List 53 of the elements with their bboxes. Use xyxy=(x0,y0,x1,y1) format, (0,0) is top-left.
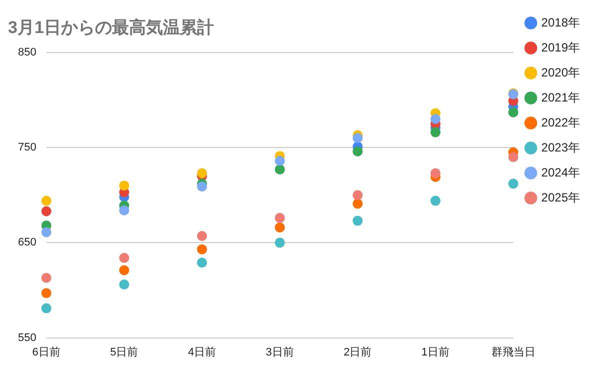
chart-title: 3月1日からの最高気温累計 xyxy=(8,18,214,37)
point xyxy=(41,272,52,283)
point xyxy=(119,265,130,276)
point xyxy=(41,288,52,298)
legend-label: 2021年 xyxy=(541,90,580,104)
x-tick-label: 5日前 xyxy=(110,346,138,358)
x-tick-label: 2日前 xyxy=(344,346,372,358)
legend-label: 2023年 xyxy=(541,140,580,154)
point xyxy=(508,178,518,189)
y-tick-label: 750 xyxy=(18,142,36,154)
legend-label: 2025年 xyxy=(541,190,580,204)
point xyxy=(274,238,285,248)
point xyxy=(41,303,52,314)
point xyxy=(352,190,363,200)
point xyxy=(274,156,285,166)
y-tick-label: 650 xyxy=(18,236,36,249)
x-tick-label: 3日前 xyxy=(266,346,294,358)
point xyxy=(430,168,440,178)
point xyxy=(274,222,285,232)
point xyxy=(508,152,518,162)
point xyxy=(430,196,440,206)
point xyxy=(352,216,363,226)
point xyxy=(119,205,130,216)
point xyxy=(508,107,518,118)
x-tick-label: 4日前 xyxy=(188,346,216,358)
legend-label: 2018年 xyxy=(541,15,580,30)
point xyxy=(197,182,208,192)
legend-label: 2022年 xyxy=(541,115,580,130)
point xyxy=(119,280,130,290)
point xyxy=(352,133,363,144)
x-tick-label: 群飛当日 xyxy=(491,346,536,358)
point xyxy=(197,244,208,254)
point xyxy=(41,227,52,238)
legend-label: 2024年 xyxy=(541,165,580,180)
point xyxy=(352,146,363,156)
point xyxy=(41,206,52,216)
y-tick-label: 550 xyxy=(18,332,36,344)
x-tick-label: 6日前 xyxy=(32,346,60,358)
point xyxy=(274,212,285,223)
legend-label: 2019年 xyxy=(541,40,580,54)
point xyxy=(197,231,208,242)
legend-label: 2020年 xyxy=(541,65,580,80)
point xyxy=(352,198,363,209)
point xyxy=(430,127,440,138)
x-tick-label: 1日前 xyxy=(421,346,450,358)
point xyxy=(197,258,208,268)
point xyxy=(430,114,440,124)
point xyxy=(197,168,208,178)
point xyxy=(274,164,285,174)
y-tick-label: 850 xyxy=(18,46,36,58)
point xyxy=(119,252,130,263)
point xyxy=(41,196,52,206)
point xyxy=(119,180,130,191)
